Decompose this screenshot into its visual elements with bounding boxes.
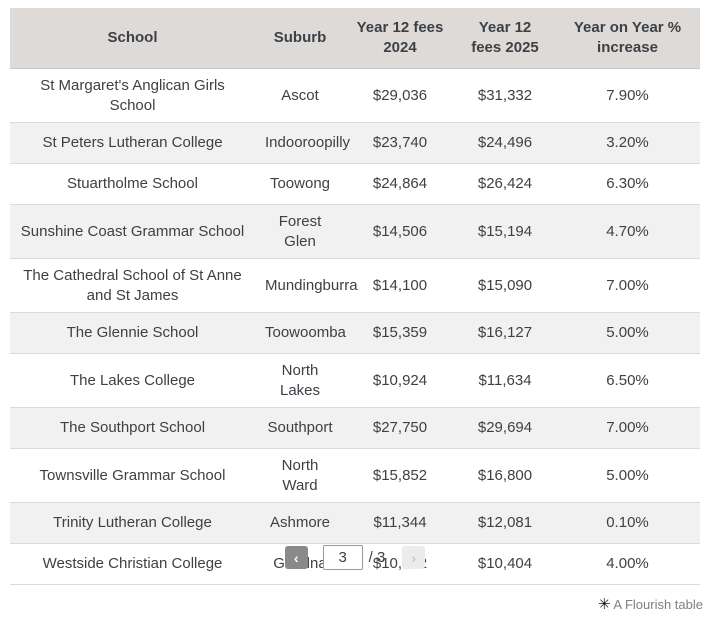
flourish-logo-icon: ✳ xyxy=(597,596,611,613)
table-cell: $31,332 xyxy=(477,86,533,104)
table-cell: 5.00% xyxy=(606,466,649,484)
table-cell: $24,864 xyxy=(372,175,428,193)
table-cell: The Southport School xyxy=(59,419,206,437)
attribution: ✳ A Flourish table xyxy=(598,597,703,612)
table-cell: $15,194 xyxy=(477,222,533,240)
table-cell: Ashmore xyxy=(269,514,331,532)
table-cell: $29,694 xyxy=(477,419,533,437)
table-cell: $12,081 xyxy=(477,514,533,532)
table-row: Stuartholme School Toowong $24,864 $26,424 6… xyxy=(10,164,700,205)
table-cell: $10,924 xyxy=(372,371,428,389)
table-cell: 7.00% xyxy=(606,276,649,294)
table-cell: Trinity Lutheran College xyxy=(53,514,212,532)
table-cell: Ascot xyxy=(281,86,319,104)
column-header: School xyxy=(107,28,158,46)
table-cell: St Peters Lutheran College xyxy=(42,134,223,152)
flourish-attribution-link[interactable]: A Flourish table xyxy=(613,597,703,612)
table-cell: $23,740 xyxy=(372,134,428,152)
table-row: The Southport School Southport $27,750 $29,… xyxy=(10,408,700,449)
table-row: The Glennie School Toowoomba $15,359 $16,12… xyxy=(10,313,700,354)
table-cell: $11,344 xyxy=(373,514,427,532)
table-cell: Townsville Grammar School xyxy=(39,466,226,484)
table-cell: $15,852 xyxy=(372,466,428,484)
table-cell: $29,036 xyxy=(372,86,428,104)
prev-page-button[interactable]: ‹ xyxy=(284,546,308,569)
table-cell: $27,750 xyxy=(372,419,428,437)
table-cell: Southport xyxy=(267,419,333,437)
table-cell: $26,424 xyxy=(477,175,533,193)
table-cell: 4.70% xyxy=(606,222,649,240)
table-cell: North Lakes xyxy=(279,362,321,399)
table-body: St Margaret's Anglican Girls School Ascot… xyxy=(10,69,700,585)
table-cell: North Ward xyxy=(281,457,319,494)
table-cell: Sunshine Coast Grammar School xyxy=(20,222,245,240)
column-header: Year 12 fees 2025 xyxy=(471,18,539,56)
table-cell: 4.00% xyxy=(606,555,649,573)
table-row: St Margaret's Anglican Girls School Ascot… xyxy=(10,69,700,123)
table-cell: 7.00% xyxy=(606,419,649,437)
page-total-label: / 3 xyxy=(368,549,386,566)
table-row: Trinity Lutheran College Ashmore $11,344 $1… xyxy=(10,503,700,544)
page-number-input[interactable] xyxy=(322,545,363,570)
table-cell: $11,634 xyxy=(478,371,532,389)
column-header: Year 12 fees 2024 xyxy=(356,18,444,56)
table-row: Sunshine Coast Grammar School Forest Glen… xyxy=(10,205,700,259)
table-cell: Toowoomba xyxy=(265,324,346,342)
table-cell: $24,496 xyxy=(477,134,533,152)
pagination: ‹ / 3 › xyxy=(0,545,710,570)
table-cell: $14,506 xyxy=(372,222,428,240)
table-row: The Lakes College North Lakes $10,924 $11,6… xyxy=(10,354,700,408)
table-row: Townsville Grammar School North Ward $15,8… xyxy=(10,449,700,503)
table-cell: $15,359 xyxy=(372,324,428,342)
table-cell: 6.50% xyxy=(606,371,649,389)
column-header: Year on Year % increase xyxy=(573,18,682,56)
table-cell: Forest Glen xyxy=(278,213,322,250)
table-cell: 3.20% xyxy=(606,134,649,152)
table-cell: $16,127 xyxy=(477,324,533,342)
table-cell: Indooroopilly xyxy=(265,134,351,152)
table-cell: 0.10% xyxy=(606,514,649,532)
column-header: Suburb xyxy=(273,28,327,46)
table-cell: $15,090 xyxy=(477,276,533,294)
table-cell: Westside Christian College xyxy=(42,555,223,573)
table-cell: St Margaret's Anglican Girls School xyxy=(40,77,225,114)
table-cell: 5.00% xyxy=(606,324,649,342)
table-cell: Toowong xyxy=(269,175,331,193)
table-header-row: School Suburb Year 12 fees 2024 Year 12 fee… xyxy=(10,8,700,69)
table-cell: The Glennie School xyxy=(66,324,199,342)
table-cell: Stuartholme School xyxy=(67,175,198,193)
table-cell: $10,404 xyxy=(477,555,533,573)
chevron-right-icon: › xyxy=(411,549,417,566)
table-row: St Peters Lutheran College Indooroopilly $… xyxy=(10,123,700,164)
table-cell: $14,100 xyxy=(372,276,428,294)
table-row: The Cathedral School of St Anne and St J… xyxy=(10,259,700,313)
table-cell: 6.30% xyxy=(606,175,649,193)
table-cell: The Lakes College xyxy=(69,371,196,389)
table-cell: $16,800 xyxy=(477,466,533,484)
table-cell: 7.90% xyxy=(606,86,649,104)
table-cell: The Cathedral School of St Anne and St J… xyxy=(23,267,242,304)
next-page-button[interactable]: › xyxy=(402,546,426,569)
table-cell: Mundingburra xyxy=(265,276,358,294)
school-fees-table: School Suburb Year 12 fees 2024 Year 12 fee… xyxy=(10,8,700,585)
chevron-left-icon: ‹ xyxy=(293,549,299,566)
